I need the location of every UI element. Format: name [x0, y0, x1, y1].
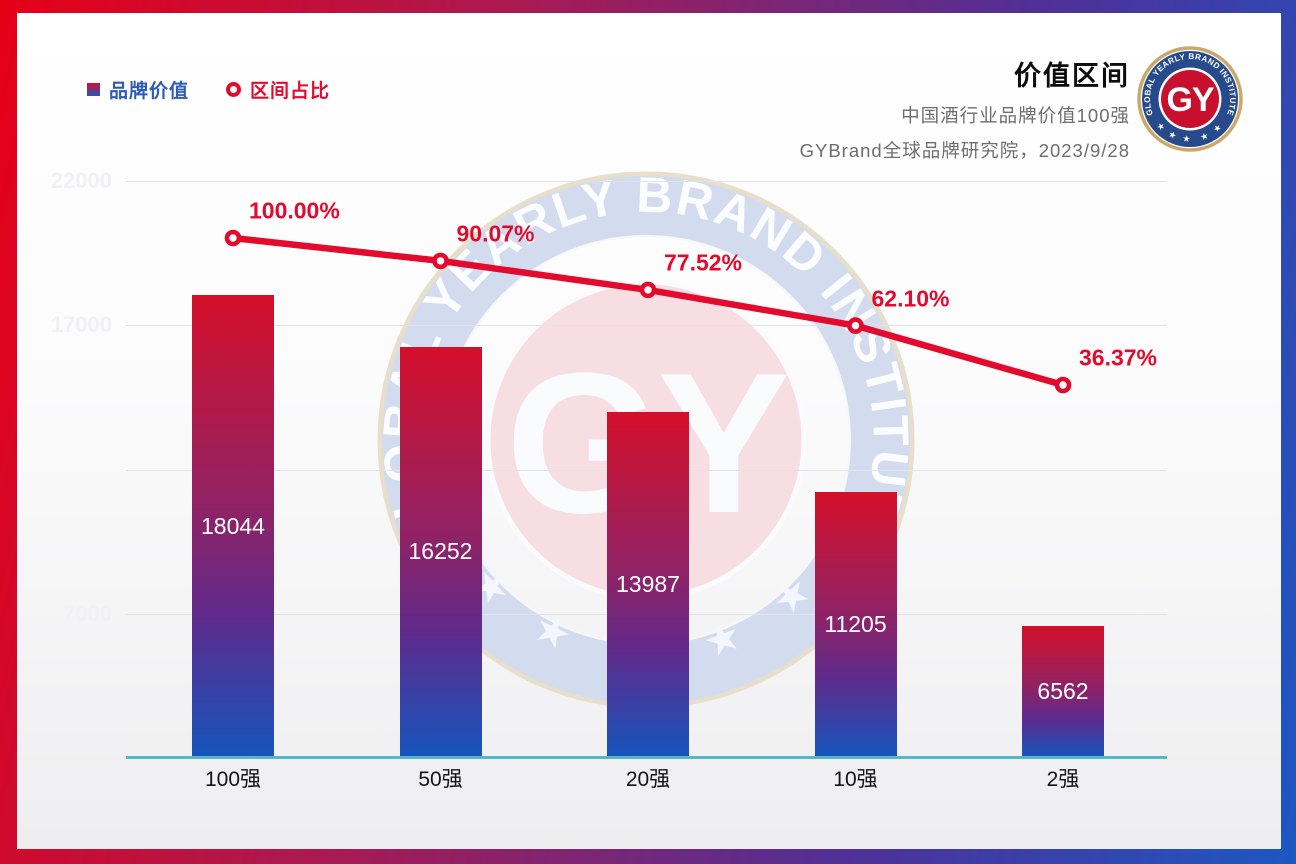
page-title: 价值区间 [1014, 61, 1130, 91]
gridline [126, 325, 1167, 327]
legend-item-range-percent: 区间占比 [226, 76, 330, 103]
gy-logo: GLOBAL YEARLY BRAND INSTITUTE GY ★ ★ ★ ★… [1137, 46, 1243, 152]
legend-label: 区间占比 [250, 81, 331, 102]
percent-value-label: 100.00% [249, 197, 340, 224]
x-axis-category-label: 20强 [625, 768, 671, 791]
x-axis-category-label: 100强 [204, 768, 262, 791]
bar [1022, 626, 1104, 758]
line-point-marker [847, 317, 864, 334]
line-point-marker [224, 229, 242, 247]
bar-value-label: 11205 [824, 611, 887, 638]
y-axis-tick-label: 7000 [63, 600, 112, 626]
bar-value-label: 6562 [1037, 678, 1089, 705]
bar [607, 412, 689, 758]
x-axis-category-label: 2强 [1046, 768, 1080, 791]
bar-value-label: 13987 [616, 571, 680, 598]
bar-value-label: 16252 [408, 538, 473, 565]
percent-value-label: 36.37% [1079, 344, 1158, 371]
logo-monogram: GY [1166, 81, 1214, 119]
logo-red-circle [1161, 70, 1219, 128]
y-axis-tick-label: 22000 [50, 168, 112, 193]
x-axis-line [126, 756, 1167, 759]
bar [814, 492, 897, 758]
logo-star-icon: ★ [1199, 130, 1210, 142]
line-point-marker [639, 281, 657, 299]
percent-value-label: 77.52% [664, 249, 743, 276]
bar-value-label: 18044 [201, 512, 265, 539]
percent-value-label: 90.07% [456, 220, 535, 247]
legend-item-brand-value: 品牌价值 [87, 76, 189, 103]
bar-series-swatch-icon [87, 83, 100, 96]
x-axis-category-label: 10强 [833, 768, 878, 791]
y-axis-tick-label: 17000 [50, 312, 112, 338]
line-point-marker [432, 252, 449, 270]
legend: 品牌价值 区间占比 [87, 76, 330, 103]
logo-star-icon: ★ [1182, 133, 1191, 144]
legend-label: 品牌价值 [109, 81, 190, 102]
percent-value-label: 62.10% [871, 285, 950, 312]
line-marker-icon [226, 82, 242, 97]
line-point-marker [1054, 376, 1072, 394]
gridline [126, 181, 1167, 182]
bar [399, 346, 482, 758]
source-line: GYBrand全球品牌研究院，2023/9/28 [799, 140, 1130, 161]
logo-star-icon: ★ [1167, 129, 1179, 142]
bar [192, 295, 274, 758]
subtitle: 中国酒行业品牌价值100强 [901, 105, 1130, 126]
x-axis-category-label: 50强 [418, 768, 463, 791]
header: 价值区间 中国酒行业品牌价值100强 GYBrand全球品牌研究院，2023/9… [800, 54, 1130, 163]
